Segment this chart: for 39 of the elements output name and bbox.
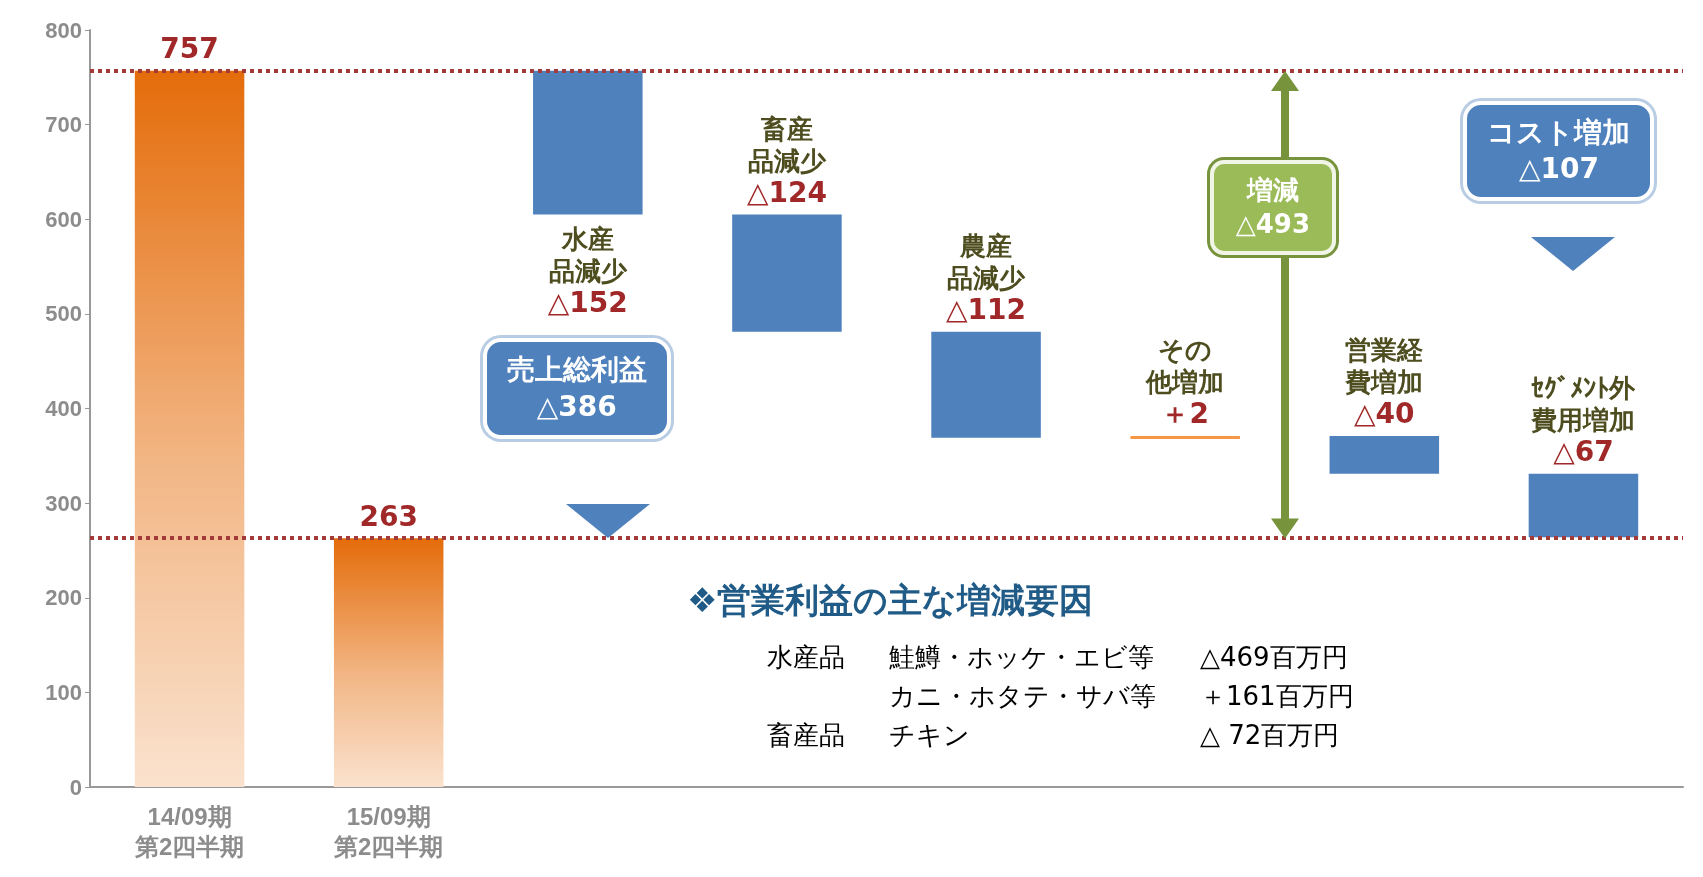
y-tick-label: 700 <box>45 112 82 138</box>
y-tick-label: 0 <box>69 774 82 800</box>
data-label: 営業経費増加△40 <box>1344 334 1424 431</box>
data-label: 畜産品減少△124 <box>746 113 827 210</box>
annotation: 鮭鱒・ホッケ・エビ等 <box>888 641 1155 675</box>
data-label: その他増加＋2 <box>1145 334 1225 431</box>
bar <box>732 214 842 332</box>
bar <box>134 70 245 787</box>
y-tick-label: 600 <box>45 206 82 232</box>
data-label: ｾｸﾞﾒﾝﾄ外費用増加△67 <box>1530 372 1637 469</box>
y-tick-label: 400 <box>45 396 82 421</box>
bar <box>533 70 643 215</box>
annotation: 売上総利益 △386 <box>482 338 671 439</box>
data-label: 水産品減少△152 <box>547 223 628 320</box>
data-label: 263 <box>359 499 418 533</box>
x-tick-label: 14/09期第2四半期 <box>133 802 245 860</box>
annotation: カニ・ホタテ・サバ等 <box>888 680 1157 714</box>
annotation: 増減 △493 <box>1209 159 1337 256</box>
x-tick-label: 15/09期第2四半期 <box>333 802 444 860</box>
y-tick-label: 800 <box>45 17 82 43</box>
y-tick-label: 300 <box>45 490 82 516</box>
annotation: 水産品 <box>766 641 846 675</box>
annotation: ＋161百万円 <box>1199 680 1354 714</box>
y-tick-label: 100 <box>45 679 82 705</box>
annotation: △ 72百万円 <box>1199 719 1341 753</box>
bar <box>931 331 1041 438</box>
data-label: 農産品減少△112 <box>946 230 1027 327</box>
bar <box>1329 435 1440 474</box>
data-label: 757 <box>160 32 219 66</box>
annotation: 畜産品 <box>766 719 846 753</box>
annotation: ❖営業利益の主な増減要因 <box>686 579 1095 623</box>
bar <box>1528 473 1639 538</box>
bar <box>333 538 444 787</box>
annotation: コスト増加 △107 <box>1463 100 1655 202</box>
annotation: チキン <box>888 719 971 753</box>
y-tick-label: 500 <box>45 301 82 327</box>
y-tick-label: 200 <box>45 585 82 611</box>
annotation: △469百万円 <box>1199 641 1349 675</box>
bar <box>1130 435 1240 439</box>
